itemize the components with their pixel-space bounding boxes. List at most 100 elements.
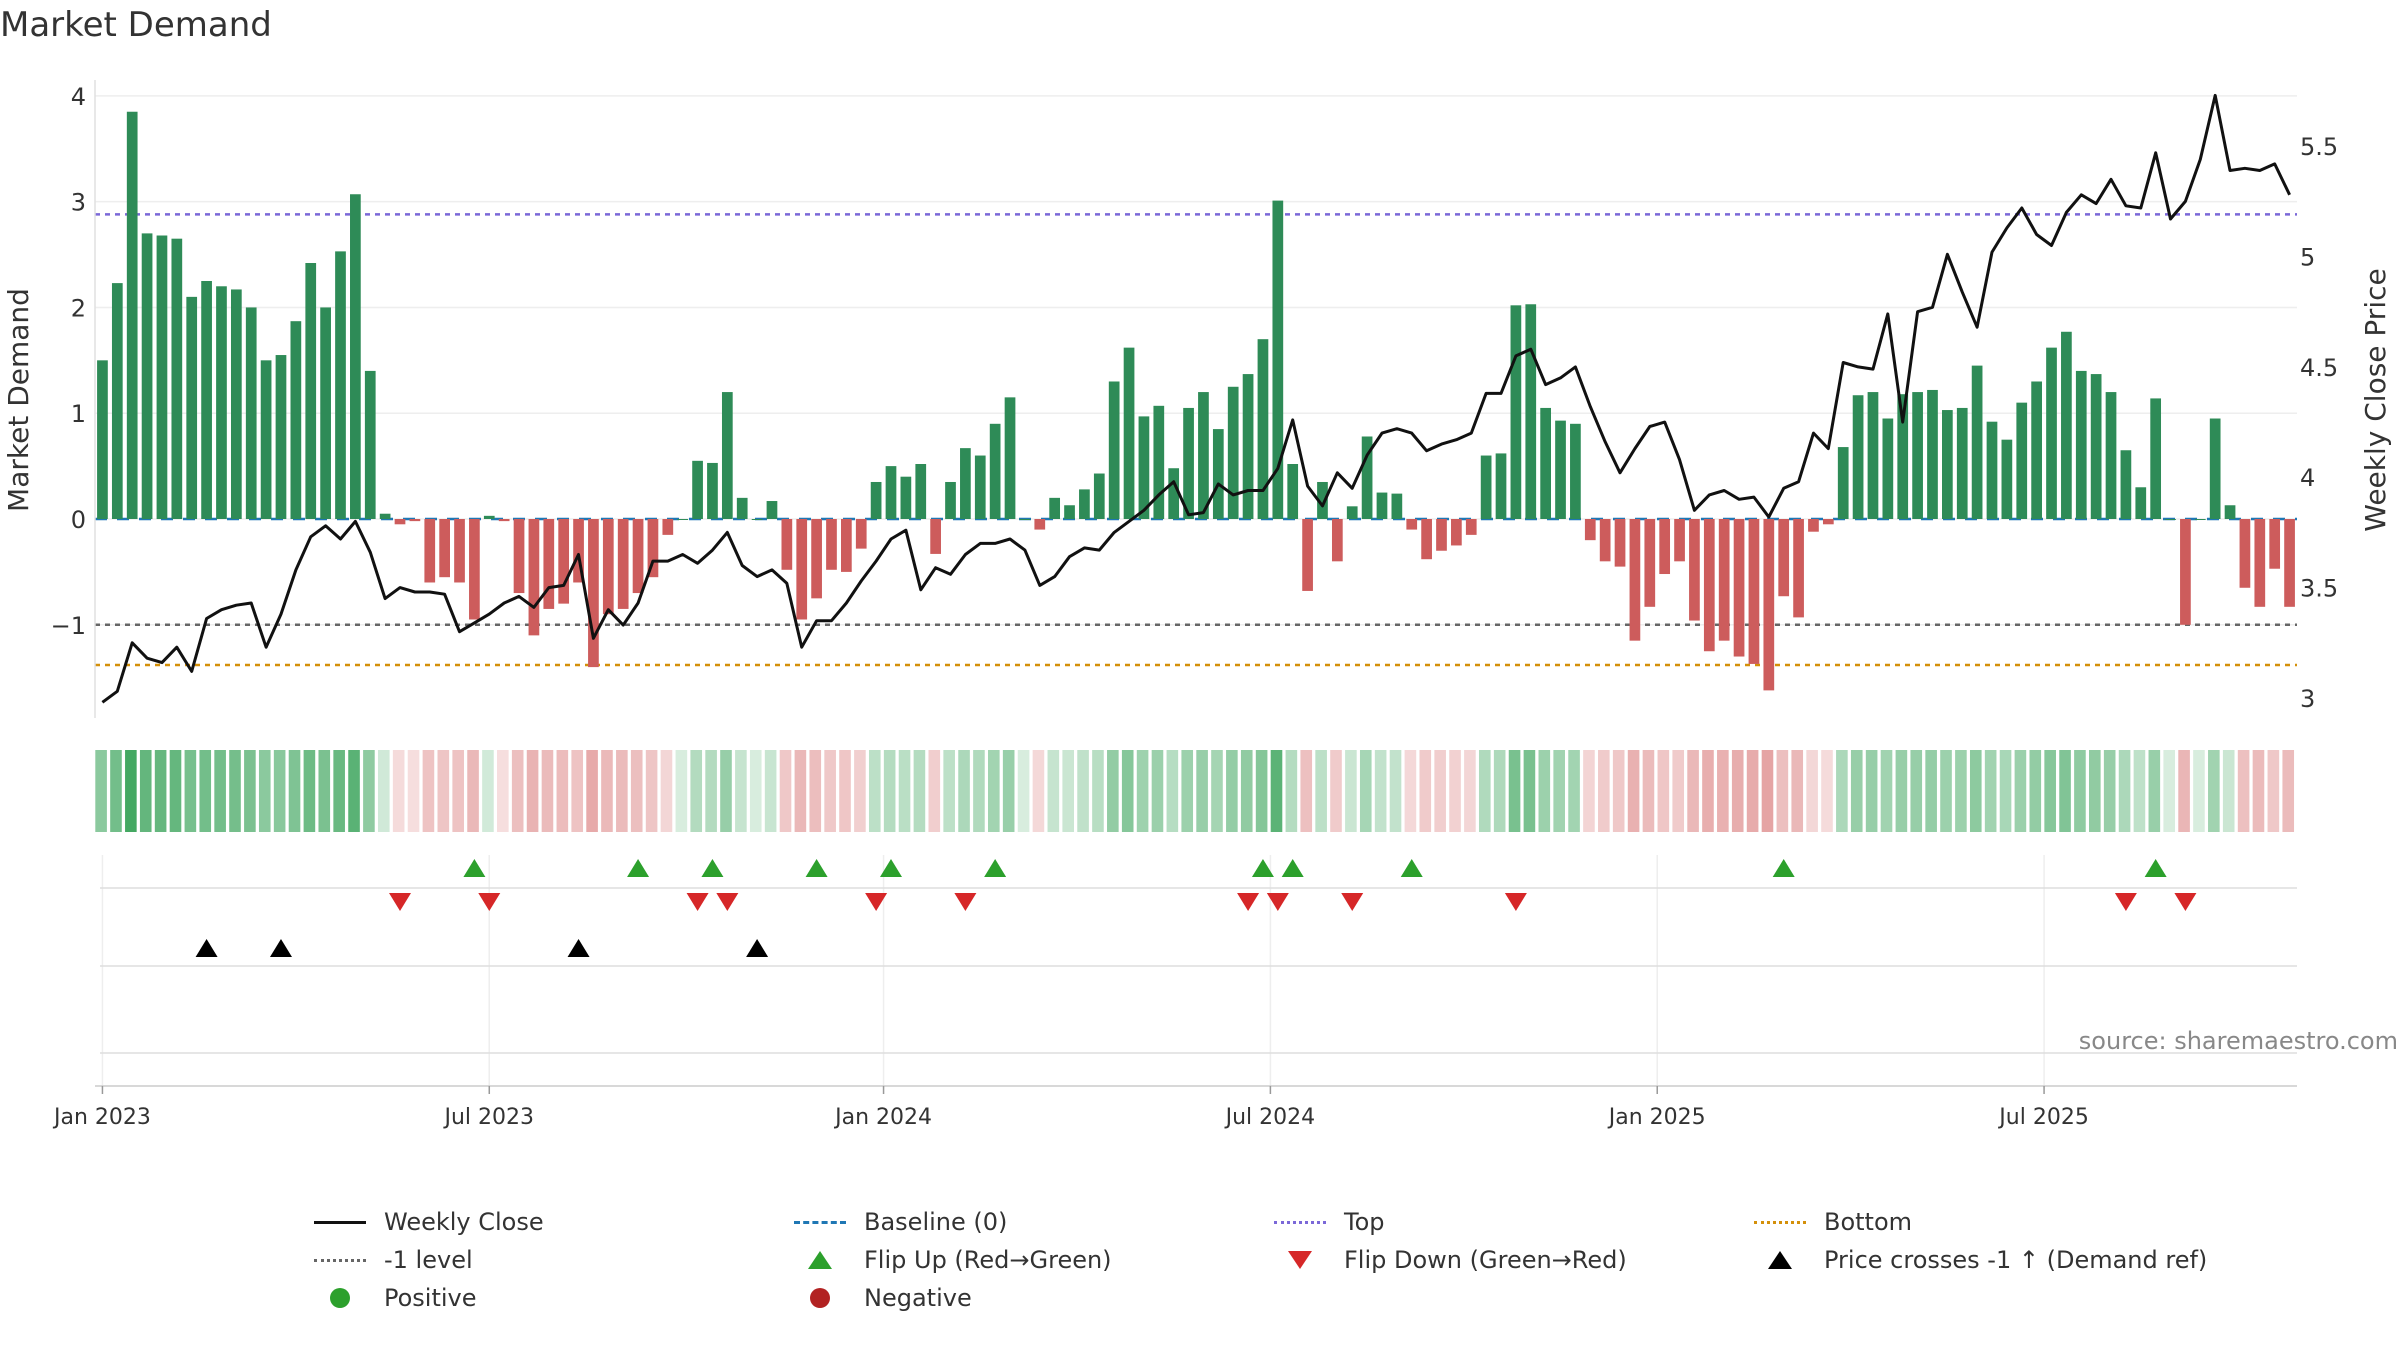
x-tick-label: Jul 2023	[443, 1105, 535, 1130]
flip-down-marker	[716, 893, 739, 911]
flip-down-marker	[478, 893, 501, 911]
strip-cell	[318, 750, 331, 832]
demand-bar	[230, 289, 242, 520]
demand-bar	[1331, 519, 1343, 562]
demand-bar	[1584, 519, 1596, 541]
strip-cell	[392, 750, 405, 832]
x-tick-label: Jul 2024	[1224, 1105, 1316, 1130]
flip-down-marker	[2174, 893, 2197, 911]
strip-cell	[467, 750, 479, 832]
strip-cell	[601, 750, 613, 832]
strip-cell	[303, 750, 316, 832]
strip-cell	[2103, 750, 2116, 832]
strip-cell	[868, 750, 881, 832]
demand-bar	[1302, 519, 1313, 591]
x-tick-label: Jul 2025	[1997, 1105, 2089, 1130]
demand-bar	[2254, 519, 2266, 607]
strip-cell	[407, 750, 420, 832]
flip-up-marker	[1772, 859, 1795, 877]
legend-minus-one: -1 level	[310, 1243, 473, 1277]
dotted-line-swatch-icon	[1270, 1205, 1330, 1239]
demand-bar	[1451, 519, 1462, 546]
demand-bar	[1599, 519, 1611, 562]
demand-bar	[305, 263, 317, 520]
demand-bar	[1570, 423, 1581, 520]
strip-cell	[1523, 750, 1536, 832]
demand-bar	[558, 519, 570, 604]
demand-bar	[692, 460, 703, 520]
demand-bar	[1837, 447, 1849, 520]
demand-bar	[1168, 468, 1180, 520]
strip-cell	[1538, 750, 1551, 832]
x-tick-label: Jan 2024	[833, 1105, 932, 1130]
legend-label: Negative	[864, 1284, 972, 1312]
demand-bar	[1971, 365, 1983, 520]
chart-title: Market Demand	[0, 5, 272, 45]
demand-bar	[290, 321, 302, 520]
strip-cell	[377, 750, 390, 832]
strip-cell	[2208, 750, 2220, 832]
demand-bar	[855, 519, 867, 549]
strip-cell	[541, 750, 554, 832]
right-axis-label: Weekly Close Price	[2359, 268, 2392, 531]
flip-down-marker	[2114, 893, 2137, 911]
demand-bar	[841, 519, 852, 572]
strip-cell	[363, 750, 375, 832]
strip-cell	[1300, 750, 1313, 832]
demand-bar	[320, 307, 331, 520]
strip-cell	[437, 750, 450, 832]
demand-bar	[141, 233, 153, 520]
strip-cell	[898, 750, 911, 832]
strip-cell	[1240, 750, 1253, 832]
strip-cell	[1598, 750, 1610, 832]
left-tick-label: 0	[71, 506, 86, 534]
strip-cell	[556, 750, 569, 832]
strip-cell	[1047, 750, 1060, 832]
strip-cell	[1791, 750, 1804, 832]
demand-bar	[617, 519, 629, 609]
strip-cell	[169, 750, 182, 832]
price-cross-marker	[269, 939, 292, 957]
strip-cell	[2029, 750, 2042, 832]
demand-bar	[721, 392, 733, 520]
dotted-line-swatch-icon	[310, 1243, 370, 1277]
flip-down-marker	[1237, 893, 1260, 911]
left-tick-label: 1	[71, 400, 86, 428]
strip-cell	[1211, 750, 1223, 832]
strip-cell	[1865, 750, 1878, 832]
strip-cell	[95, 750, 107, 832]
demand-bar	[1793, 519, 1804, 618]
strip-cell	[1702, 750, 1714, 832]
legend-label: Top	[1344, 1208, 1385, 1236]
strip-cell	[764, 750, 777, 832]
strip-cell	[1895, 750, 1908, 832]
demand-bar	[1034, 519, 1046, 530]
demand-bar	[1227, 386, 1239, 520]
demand-bar	[974, 455, 986, 520]
strip-cell	[1419, 750, 1432, 832]
strip-cell	[1226, 750, 1238, 832]
demand-bar	[632, 519, 644, 594]
demand-heat-strip	[95, 750, 2295, 832]
strip-cell	[1404, 750, 1417, 832]
demand-bar	[900, 476, 912, 520]
demand-bar	[1763, 519, 1775, 691]
dashed-line-swatch-icon	[790, 1205, 850, 1239]
strip-cell	[2222, 750, 2235, 832]
strip-cell	[184, 750, 197, 832]
flip-down-marker	[1266, 893, 1289, 911]
demand-bars	[97, 111, 2295, 691]
demand-bar	[1555, 420, 1566, 520]
demand-bar	[2001, 439, 2013, 520]
demand-bar	[1986, 421, 1998, 520]
flip-up-marker	[701, 859, 724, 877]
demand-bar	[2105, 392, 2117, 520]
demand-bar	[2135, 487, 2147, 520]
demand-bar	[1674, 519, 1685, 562]
demand-bar	[1317, 481, 1328, 520]
demand-bar	[885, 466, 897, 520]
strip-cell	[1553, 750, 1565, 832]
demand-bar	[736, 497, 748, 520]
strip-cell	[690, 750, 703, 832]
demand-bar	[1718, 519, 1730, 641]
